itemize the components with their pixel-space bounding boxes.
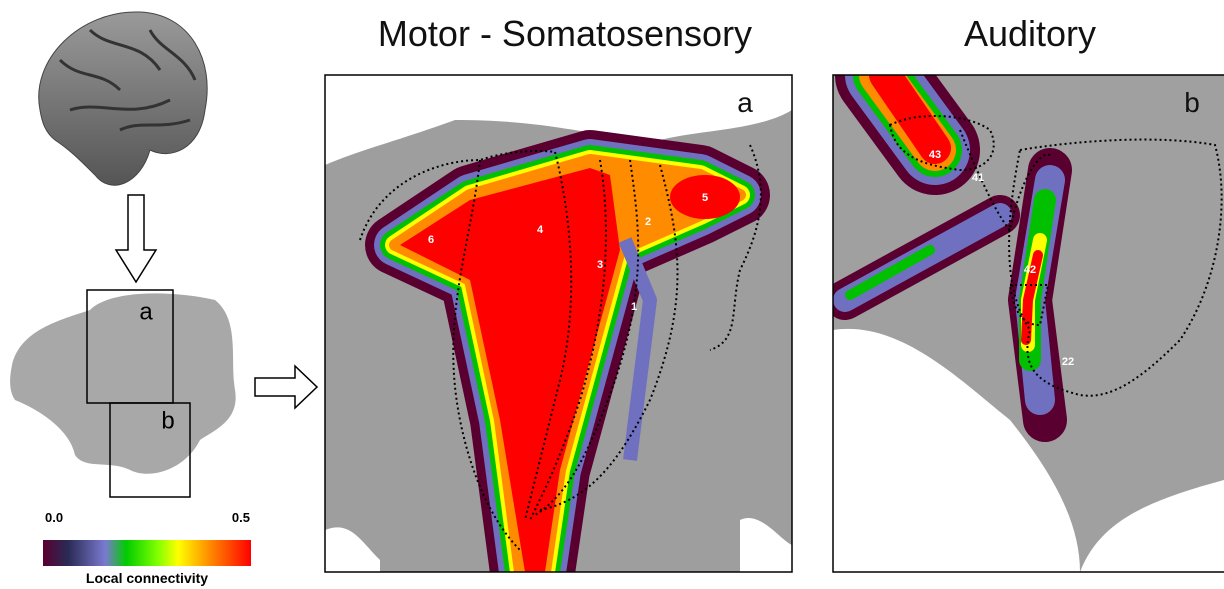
colorbar-min: 0.0 [45, 510, 63, 525]
panel-letter: b [1184, 87, 1200, 118]
brain-3d [38, 11, 208, 186]
area-label: 1 [631, 301, 637, 313]
area-label: 2 [645, 216, 651, 228]
area-label: 22 [1062, 356, 1074, 368]
panel-frame [324, 74, 793, 573]
area-label: 42 [1024, 264, 1036, 276]
area-label: 43 [929, 149, 941, 161]
inset-box [109, 402, 191, 498]
flat-map [10, 293, 236, 474]
area-label: 3 [597, 259, 603, 271]
panel-a-map [325, 75, 792, 572]
down-arrow [114, 194, 158, 284]
colorbar [43, 540, 251, 566]
inset-label: b [161, 407, 174, 434]
area-label: 41 [972, 172, 984, 184]
area-label: 6 [428, 234, 434, 246]
colorbar-title: Local connectivity [86, 570, 208, 586]
panel-letter: a [737, 87, 753, 118]
area-label: 5 [702, 192, 708, 204]
area-label: 4 [537, 224, 544, 236]
panel-title: Auditory [964, 13, 1096, 54]
panel-b-map [833, 75, 1224, 572]
panel-title: Motor - Somatosensory [378, 13, 752, 54]
panel-frame [832, 74, 1224, 573]
inset-label: a [139, 298, 153, 325]
colorbar-max: 0.5 [232, 510, 250, 525]
right-arrow [254, 364, 319, 410]
